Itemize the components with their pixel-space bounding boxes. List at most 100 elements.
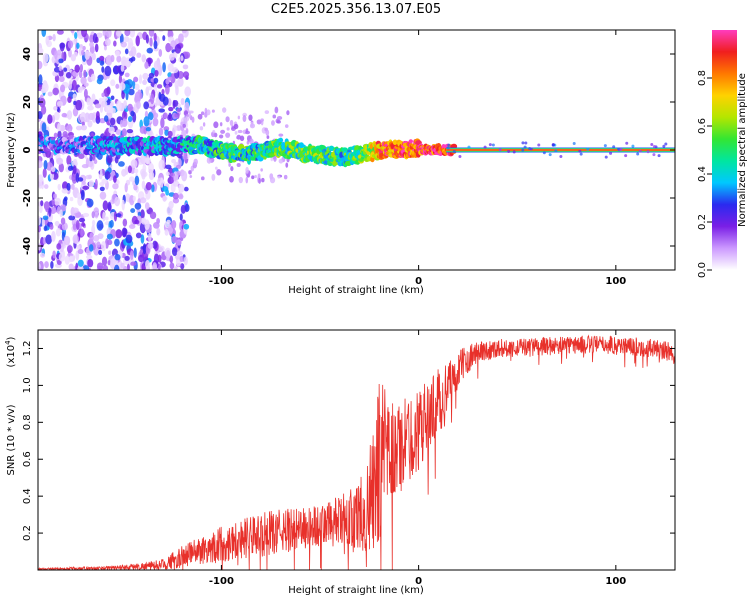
noise-blob (58, 65, 63, 72)
ridge-blob (664, 142, 668, 146)
noise-blob (129, 250, 134, 261)
noise-blob (140, 234, 145, 244)
spectrogram-y-tick-label: -40 (22, 237, 33, 255)
noise-blob (180, 204, 186, 214)
noise-blob (75, 212, 82, 218)
noise-blob (172, 67, 179, 74)
noise-blob (88, 244, 94, 252)
noise-blob (99, 60, 105, 66)
noise-blob (116, 55, 122, 63)
noise-blob (165, 171, 170, 176)
noise-blob (184, 203, 190, 212)
noise-blob (83, 69, 87, 78)
noise-blob (83, 82, 89, 87)
ridge-blob (521, 141, 525, 145)
colorbar-axes: 0.0 0.2 0.4 0.6 0.8 (697, 70, 712, 278)
noise-blob (200, 111, 205, 116)
noise-blob (211, 109, 215, 113)
noise-blob (193, 158, 198, 166)
noise-blob (99, 186, 105, 192)
snr-scale-label: (x104) (4, 336, 17, 367)
noise-blob (127, 37, 134, 49)
noise-blob (134, 91, 142, 103)
noise-blob (91, 211, 95, 219)
snr-plot-area (38, 334, 675, 570)
noise-blob (168, 106, 174, 112)
ridge-blob (528, 146, 532, 150)
noise-blob (89, 34, 95, 44)
noise-blob (108, 126, 115, 134)
noise-blob (236, 136, 240, 140)
noise-blob (222, 107, 227, 113)
noise-blob (172, 192, 179, 200)
noise-blob (258, 177, 262, 184)
noise-blob (38, 242, 41, 251)
ridge-blob (498, 148, 502, 152)
noise-blob (180, 55, 184, 62)
noise-blob (101, 241, 107, 252)
ridge-blob (612, 145, 616, 149)
ridge-blob (129, 148, 134, 154)
noise-blob (127, 165, 132, 174)
spectrogram-xlabel: Height of straight line (km) (288, 285, 424, 296)
noise-blob (115, 30, 122, 37)
snr-y-tick-label: 0.8 (22, 414, 33, 430)
noise-blob (116, 100, 122, 111)
noise-blob (219, 122, 223, 127)
noise-blob (53, 193, 57, 199)
noise-blob (174, 113, 179, 118)
noise-blob (188, 110, 194, 114)
noise-blob (114, 238, 120, 247)
noise-blob (80, 189, 85, 201)
noise-blob (147, 112, 154, 121)
noise-blob (130, 159, 138, 169)
noise-blob (48, 207, 52, 217)
noise-blob (118, 74, 123, 84)
ridge-blob (662, 144, 666, 148)
spectrogram-heatmap (38, 30, 675, 270)
noise-blob (181, 30, 187, 34)
noise-blob (126, 128, 134, 134)
noise-blob (171, 235, 177, 244)
noise-blob (43, 225, 48, 232)
noise-blob (245, 176, 249, 184)
noise-blob (260, 118, 264, 122)
noise-blob (184, 116, 190, 122)
noise-blob (52, 87, 60, 96)
noise-blob (125, 234, 133, 244)
noise-blob (41, 217, 45, 228)
noise-blob (158, 127, 164, 136)
noise-blob (74, 64, 81, 73)
noise-blob (110, 258, 116, 269)
noise-blob (92, 33, 98, 44)
ridge-blob (551, 143, 555, 147)
ridge-blob (578, 149, 582, 153)
noise-blob (162, 195, 167, 202)
noise-blob (182, 123, 186, 128)
noise-blob (176, 250, 183, 256)
noise-blob (64, 255, 70, 265)
noise-blob (104, 216, 109, 221)
noise-blob (182, 129, 187, 136)
noise-blob (165, 78, 170, 85)
noise-blob (89, 154, 93, 163)
noise-blob (104, 115, 109, 123)
noise-blob (141, 180, 146, 190)
noise-blob (135, 232, 142, 239)
noise-blob (128, 88, 135, 96)
noise-blob (76, 42, 80, 49)
noise-blob (81, 163, 89, 169)
noise-blob (38, 110, 43, 120)
noise-blob (110, 79, 116, 87)
noise-blob (121, 168, 127, 177)
noise-blob (122, 218, 128, 227)
ridge-blob (523, 145, 527, 149)
noise-blob (51, 115, 56, 123)
noise-blob (44, 261, 49, 269)
noise-blob (56, 243, 62, 250)
noise-blob (113, 40, 117, 47)
noise-blob (53, 106, 58, 111)
noise-blob (174, 44, 182, 54)
noise-blob (77, 248, 84, 255)
noise-blob (40, 252, 46, 258)
